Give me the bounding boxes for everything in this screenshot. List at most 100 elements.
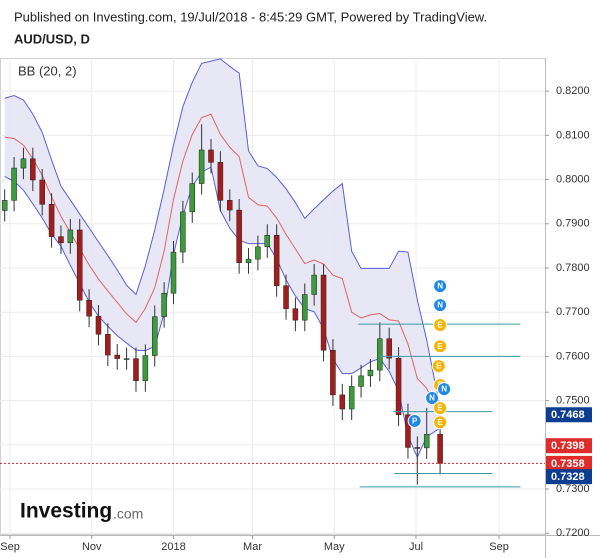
candle-body xyxy=(105,334,111,356)
event-label: P xyxy=(412,417,418,426)
logo-suffix: .com xyxy=(113,506,143,522)
candle-body xyxy=(114,354,120,359)
event-marker xyxy=(437,382,452,397)
event-label: E xyxy=(437,342,443,351)
candle-body xyxy=(161,292,167,317)
candle-body xyxy=(348,386,355,410)
candle-body xyxy=(208,149,214,163)
x-tick-label: Mar xyxy=(243,541,262,553)
candle-body xyxy=(302,294,308,321)
candle-body xyxy=(20,158,27,169)
candle-body xyxy=(217,162,224,201)
event-marker xyxy=(433,339,448,354)
candle-body xyxy=(1,200,8,211)
event-label: N xyxy=(429,394,435,403)
candle-body xyxy=(58,236,64,244)
candle-body xyxy=(123,358,130,360)
candle-body xyxy=(67,229,74,244)
event-label: E xyxy=(437,418,443,427)
candle-body xyxy=(76,229,83,301)
y-tick-label: 0.7800 xyxy=(556,262,590,274)
event-label: N xyxy=(437,301,443,310)
y-tick-label: 0.8100 xyxy=(556,129,590,141)
event-marker xyxy=(433,415,448,430)
price-label: 0.7398 xyxy=(551,440,585,452)
logo-name: Investing xyxy=(20,500,112,523)
event-marker xyxy=(425,390,440,405)
candle-body xyxy=(311,274,317,295)
candle-body xyxy=(142,355,149,381)
y-tick-label: 0.8000 xyxy=(556,173,590,185)
x-tick-label: 2018 xyxy=(161,541,185,553)
y-tick-label: 0.7500 xyxy=(556,395,590,407)
y-tick-label: 0.8200 xyxy=(556,85,590,97)
indicator-label: BB (20, 2) xyxy=(18,63,77,78)
candle-body xyxy=(405,414,411,448)
candle-body xyxy=(245,258,252,263)
x-tick-label: May xyxy=(324,541,345,553)
candle-body xyxy=(330,349,336,396)
candle-body xyxy=(320,274,327,351)
candle-body xyxy=(283,285,289,309)
price-label-box xyxy=(546,455,592,471)
candle-body xyxy=(236,209,242,263)
candle-body xyxy=(189,183,196,213)
candle-body xyxy=(264,235,271,248)
candle-body xyxy=(414,447,421,449)
candle-body xyxy=(30,158,36,181)
logo: Investing .com xyxy=(20,500,143,523)
symbol-title: AUD/USD, D xyxy=(14,31,90,46)
candle-body xyxy=(133,358,139,381)
event-label: E xyxy=(437,321,443,330)
x-tick-label: Jul xyxy=(409,541,423,553)
event-label: E xyxy=(437,404,443,413)
candle-body xyxy=(437,433,443,464)
candle-body xyxy=(358,375,364,387)
candle-body xyxy=(339,394,346,410)
y-tick-label: 0.7700 xyxy=(556,306,590,318)
middle-band xyxy=(4,113,441,419)
price-label: 0.7328 xyxy=(551,471,585,483)
event-label: E xyxy=(436,362,442,371)
price-label: 0.7358 xyxy=(551,458,585,470)
candle-body xyxy=(180,211,186,253)
x-tick-label: Sep xyxy=(489,541,509,553)
candle-body xyxy=(255,246,261,260)
published-note: Published on Investing.com, 19/Jul/2018 … xyxy=(14,9,487,24)
y-tick-label: 0.7300 xyxy=(556,483,590,495)
candle-body xyxy=(39,179,45,205)
y-tick-label: 0.7200 xyxy=(556,527,590,539)
price-label-box xyxy=(546,469,592,485)
event-label: N xyxy=(441,385,447,394)
upper-band xyxy=(4,58,441,409)
plot-area: NNEEEENNEEP xyxy=(0,58,545,535)
event-marker xyxy=(433,298,448,313)
price-label-box xyxy=(546,407,592,423)
y-tick-label: 0.7600 xyxy=(556,350,590,362)
x-tick-label: Sep xyxy=(0,541,20,553)
event-marker xyxy=(433,401,448,416)
candle-body xyxy=(386,338,392,359)
candle-body xyxy=(292,308,299,321)
event-marker xyxy=(431,359,446,374)
candle-body xyxy=(198,149,205,184)
candle-body xyxy=(86,300,92,317)
price-label: 0.7468 xyxy=(551,409,585,421)
candle-body xyxy=(95,315,102,335)
event-marker xyxy=(407,413,422,428)
candle-body xyxy=(395,357,402,416)
candle-body xyxy=(367,369,374,377)
candle-body xyxy=(11,167,17,201)
candle-body xyxy=(423,433,430,449)
candle-body xyxy=(273,235,280,286)
candle-body xyxy=(48,204,55,237)
candle-body xyxy=(377,338,383,371)
price-label-box xyxy=(546,438,592,454)
candle-body xyxy=(170,251,177,294)
y-tick-label: 0.7900 xyxy=(556,218,590,230)
x-tick-label: Nov xyxy=(82,541,102,553)
event-label: N xyxy=(437,282,443,291)
event-marker xyxy=(433,318,448,333)
candle-body xyxy=(151,316,158,356)
